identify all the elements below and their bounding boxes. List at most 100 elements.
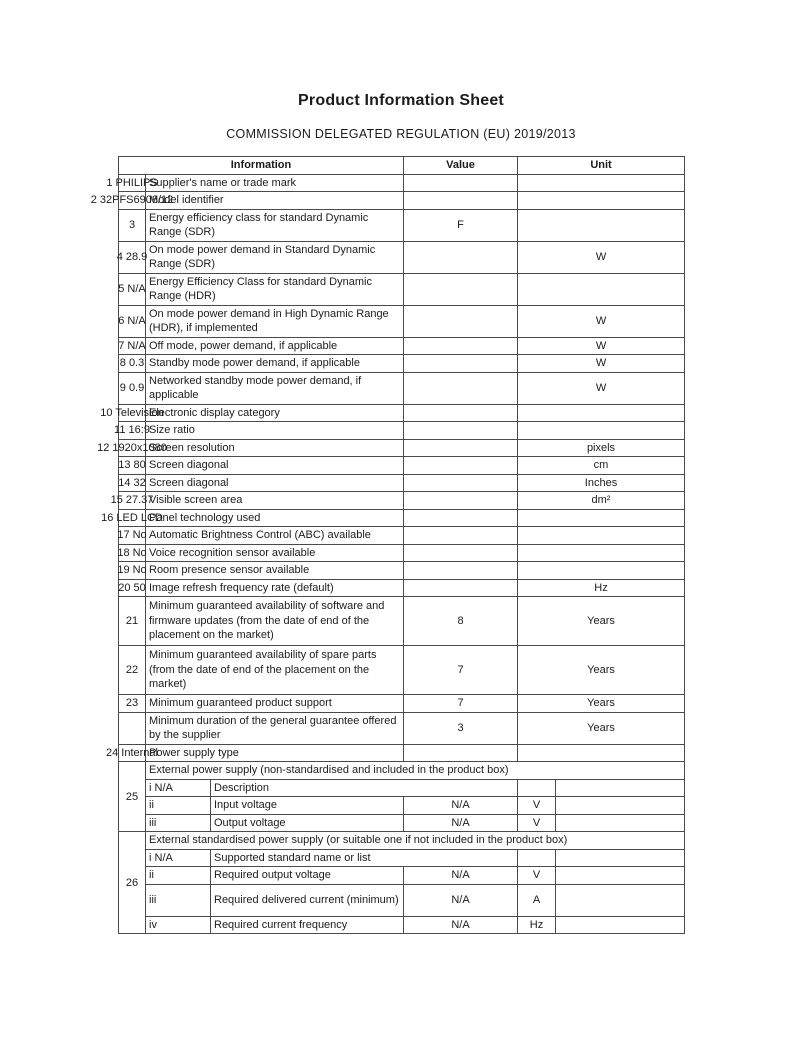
row-value: N/A (403, 915, 518, 934)
row-unit: W (516, 240, 686, 274)
row-label: On mode power demand in High Dynamic Ran… (145, 304, 404, 338)
table-row: 14 32 Screen diagonal Inches (118, 473, 686, 492)
row-unit (517, 848, 556, 867)
row-number-and-overlapping-value: 1 PHILIPS (106, 176, 158, 189)
row-number: 10 Television (100, 403, 164, 422)
row-number: 6 N/A (118, 304, 146, 338)
row-label: Automatic Brightness Control (ABC) avail… (145, 526, 404, 545)
table-row: 18 No Voice recognition sensor available (117, 543, 686, 562)
header-unit: Unit (516, 156, 686, 175)
row-value (403, 473, 518, 492)
row-number: 18 No (117, 543, 147, 562)
row-unit: cm (516, 456, 686, 475)
row-unit: Years (516, 711, 686, 745)
row-number: 20 50 (118, 578, 146, 597)
row-label: Electronic display category (145, 403, 404, 422)
table-row: 23 Minimum guaranteed product support 7 Yea… (118, 694, 686, 713)
row-number-and-overlapping-value: 11 16:9 (114, 424, 150, 436)
row-number: 9 0.9 (118, 371, 146, 405)
table-subrow: i N/A Description (119, 778, 686, 797)
row-number: 7 N/A (118, 336, 146, 355)
row-unit: W (516, 336, 686, 355)
table-group-header-row: 26 External standardised power supply (or… (118, 831, 686, 934)
row-number: 19 No (117, 561, 147, 580)
row-number: 17 No (117, 526, 147, 545)
row-value: N/A (403, 813, 518, 832)
table-row: 11 16:9 Size ratio (114, 421, 686, 440)
table-row: 15 27.37 Visible screen area dm² (111, 491, 686, 510)
row-number: 11 16:9 (114, 421, 150, 440)
row-unit-spacer (554, 848, 686, 867)
row-value: 3 (403, 711, 518, 745)
row-number-and-overlapping-value: 17 No (117, 529, 147, 541)
regulation-subtitle: COMMISSION DELEGATED REGULATION (EU) 201… (226, 127, 576, 141)
row-value (403, 526, 518, 545)
row-unit: Years (516, 694, 686, 713)
row-label: Screen resolution (145, 438, 404, 457)
row-label: Screen diagonal (145, 456, 404, 475)
row-label: Supplier's name or trade mark (145, 173, 404, 192)
product-information-table: Information Value Unit 1 PHILIPS Supplier… (91, 156, 686, 934)
row-number-and-overlapping-value: 6 N/A (118, 314, 146, 327)
row-unit-spacer (554, 778, 686, 797)
row-unit (516, 403, 686, 422)
row-unit: Years (516, 596, 686, 646)
row-label: Minimum duration of the general guarante… (145, 711, 404, 745)
row-number-and-overlapping-value: 15 27.37 (110, 494, 154, 506)
table-subrow: ii Input voltage N/A V (119, 796, 686, 815)
row-value (403, 491, 518, 510)
subrow-numeral-and-value: ii (145, 796, 211, 815)
row-label: Standby mode power demand, if applicable (145, 354, 404, 373)
row-unit-spacer (554, 796, 686, 815)
row-number: 1 PHILIPS (106, 173, 158, 192)
row-value: N/A (403, 866, 518, 885)
row-number-and-overlapping-value: 2 32PFS6908/12 (90, 194, 174, 206)
row-unit (516, 191, 686, 210)
row-number: 26 (118, 831, 146, 934)
table-row: 6 N/A On mode power demand in High Dynami… (118, 304, 686, 338)
row-value (403, 304, 518, 338)
group-header-cell: External power supply (non-standardised … (144, 761, 686, 780)
row-unit-spacer (554, 813, 686, 832)
row-label: Minimum guaranteed availability of spare… (145, 645, 404, 695)
row-unit (516, 743, 686, 762)
row-number: 16 LED LCD (101, 508, 163, 527)
row-label: Required delivered current (minimum) (210, 883, 404, 917)
row-number-and-overlapping-value: 8 0.3 (119, 357, 145, 369)
row-unit: W (516, 354, 686, 373)
row-number-and-overlapping-value: 7 N/A (118, 339, 146, 352)
row-number-and-overlapping-value: 21 (125, 614, 139, 627)
row-label: Required current frequency (210, 915, 404, 934)
row-unit-spacer (554, 883, 686, 917)
table-row: 2 32PFS6908/12 Model identifier (91, 191, 686, 210)
table-subrow: iii Output voltage N/A V (119, 813, 686, 832)
row-number-and-overlapping-value: 20 50 (118, 581, 146, 594)
subrow-numeral-and-value: iii (145, 813, 211, 832)
table-row: 13 80 Screen diagonal cm (118, 456, 686, 475)
row-unit: dm² (516, 491, 686, 510)
row-unit (516, 543, 686, 562)
row-value (403, 508, 518, 527)
table-row: 7 N/A Off mode, power demand, if applicab… (118, 336, 686, 355)
table-row: Minimum duration of the general guarante… (118, 711, 686, 745)
row-value (403, 438, 518, 457)
row-number: 2 32PFS6908/12 (91, 191, 173, 210)
row-number-and-overlapping-value: 9 0.9 (119, 381, 145, 394)
row-number: 4 28.9 (117, 240, 147, 274)
table-row: 21 Minimum guaranteed availability of sof… (118, 596, 686, 646)
row-label: Room presence sensor available (145, 561, 404, 580)
table-group-header-row: 25 External power supply (non-standardise… (118, 761, 686, 832)
row-value (403, 561, 518, 580)
subrow-numeral-and-value: i N/A (145, 848, 211, 867)
subrow-numeral-and-value: iii (145, 883, 211, 917)
table-subrow: i N/A Supported standard name or list (119, 848, 686, 867)
row-value (403, 456, 518, 475)
row-unit: W (516, 371, 686, 405)
row-value (403, 191, 518, 210)
table-row: 12 1920x1080 Screen resolution pixels (97, 438, 686, 457)
row-number-and-overlapping-value: 24 Internal (106, 746, 158, 759)
row-value: 7 (403, 694, 518, 713)
row-label: On mode power demand in Standard Dynamic… (145, 240, 404, 274)
row-label: Description (210, 778, 518, 797)
row-label: Networked standby mode power demand, if … (145, 371, 404, 405)
